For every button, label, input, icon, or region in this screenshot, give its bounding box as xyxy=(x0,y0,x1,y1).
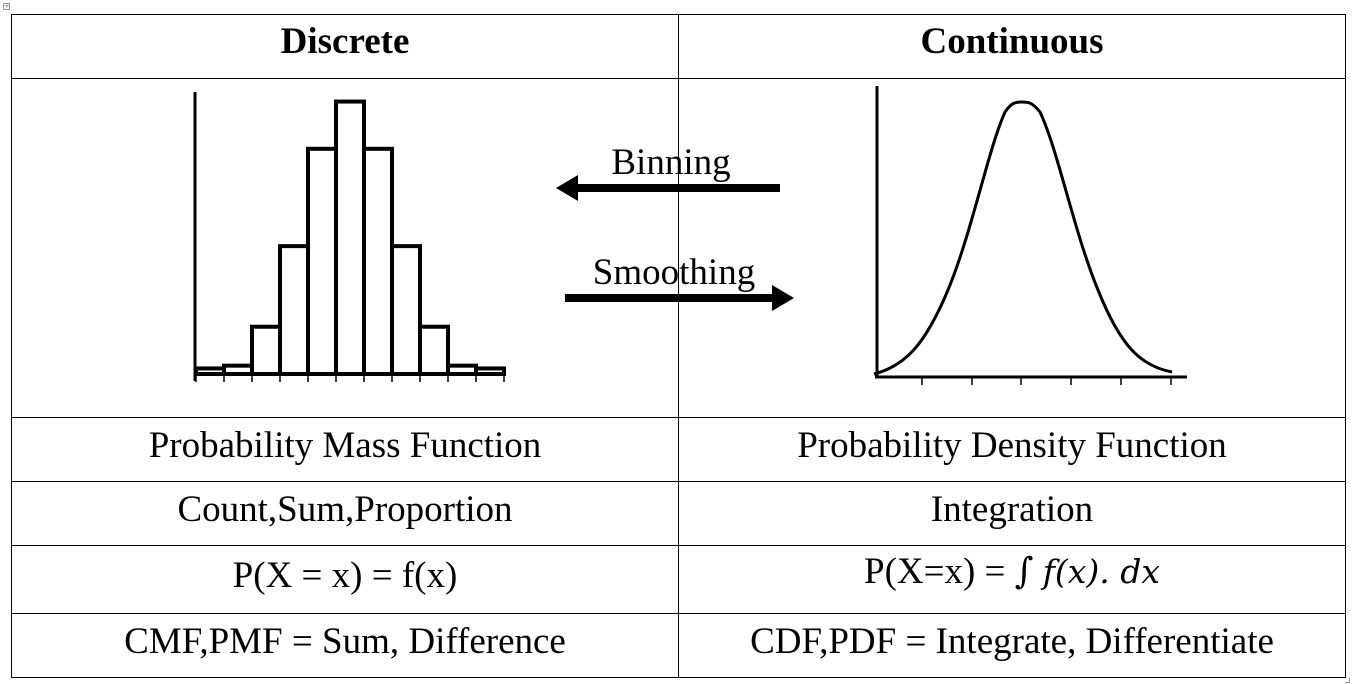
function-name-discrete: Probability Mass Function xyxy=(11,417,679,482)
histogram-cell xyxy=(11,78,679,418)
header-discrete: Discrete xyxy=(11,14,679,79)
figure-row xyxy=(11,78,1346,418)
operation-discrete: Count,Sum,Proportion xyxy=(11,481,679,546)
table-row: P(X = x) = f(x) P(X=x) = ∫ f(x). dx xyxy=(11,545,1346,614)
header-continuous: Continuous xyxy=(678,14,1346,79)
header-discrete-label: Discrete xyxy=(280,21,410,62)
comparison-table: Discrete Continuous Probability Mass Fun… xyxy=(11,14,1346,678)
operation-continuous: Integration xyxy=(678,481,1346,546)
relation-discrete: CMF,PMF = Sum, Difference xyxy=(11,613,679,678)
table-row: Count,Sum,Proportion Integration xyxy=(11,481,1346,546)
table-row: Probability Mass Function Probability De… xyxy=(11,417,1346,482)
function-name-continuous: Probability Density Function xyxy=(678,417,1346,482)
table-resize-handle[interactable] xyxy=(1345,678,1350,683)
integrand: f(x). dx xyxy=(1042,552,1160,591)
header-continuous-label: Continuous xyxy=(920,21,1104,62)
table-row: CMF,PMF = Sum, Difference CDF,PDF = Inte… xyxy=(11,613,1346,678)
header-row: Discrete Continuous xyxy=(11,14,1346,79)
formula-prefix: P(X=x) = xyxy=(864,551,1015,592)
integral-symbol: ∫ xyxy=(1014,551,1034,592)
relation-continuous: CDF,PDF = Integrate, Differentiate xyxy=(678,613,1346,678)
formula-continuous: P(X=x) = ∫ f(x). dx xyxy=(678,545,1346,614)
density-curve-cell xyxy=(678,78,1346,418)
table-anchor-icon[interactable]: + xyxy=(3,2,10,10)
formula-discrete: P(X = x) = f(x) xyxy=(11,545,679,614)
